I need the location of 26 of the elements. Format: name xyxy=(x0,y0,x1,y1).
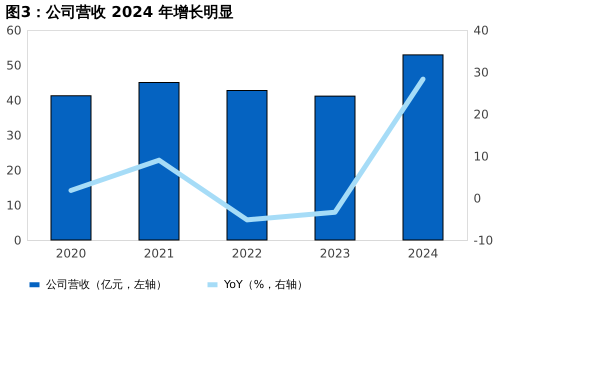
legend-label: YoY（%，右轴） xyxy=(223,278,308,291)
bar xyxy=(50,95,92,240)
y-tick-label: 50 xyxy=(6,58,22,72)
x-tick-label: 2023 xyxy=(320,246,350,260)
y2-tick-label: 10 xyxy=(474,150,489,164)
y2-tick-label: 30 xyxy=(474,66,489,80)
y-tick-label: 20 xyxy=(6,164,22,178)
y-tick-label: 40 xyxy=(6,94,22,108)
x-tick-label: 2020 xyxy=(56,246,86,260)
y-tick-label: 60 xyxy=(6,24,22,38)
x-tick-label: 2024 xyxy=(408,246,438,260)
y-tick-label: 10 xyxy=(6,198,22,212)
y2-tick-label: 0 xyxy=(474,192,482,206)
y-tick-label: 0 xyxy=(14,234,22,248)
legend-label: 公司营收（亿元，左轴） xyxy=(46,278,167,291)
x-tick-label: 2021 xyxy=(144,246,174,260)
y2-tick-label: -10 xyxy=(474,234,494,248)
y-tick-label: 30 xyxy=(6,128,22,142)
bar xyxy=(314,96,356,240)
x-tick-label: 2022 xyxy=(232,246,262,260)
y2-tick-label: 20 xyxy=(474,108,489,122)
bar xyxy=(402,54,444,240)
bar xyxy=(226,90,268,240)
y2-tick-label: 40 xyxy=(474,24,489,38)
chart-title: 图3：公司营收 2024 年增长明显 xyxy=(6,3,234,21)
bar xyxy=(138,82,180,240)
